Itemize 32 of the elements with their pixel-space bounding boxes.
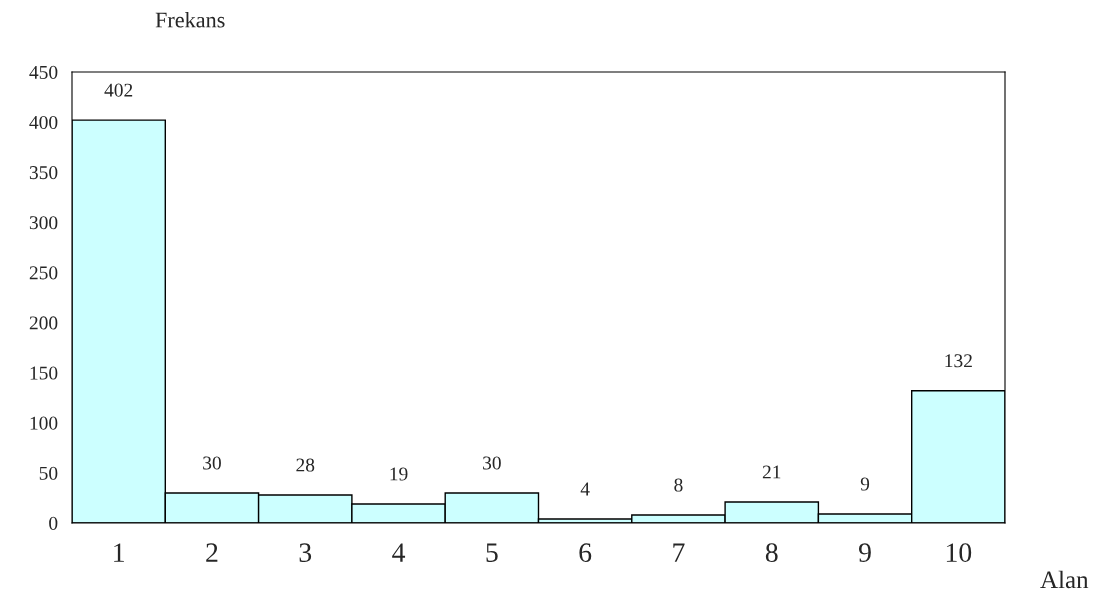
- y-tick-label: 100: [30, 416, 58, 430]
- data-label: 30: [483, 456, 501, 470]
- x-tick-label: 2: [206, 543, 218, 562]
- y-tick-label: 400: [29, 115, 58, 130]
- y-tick-label: 150: [30, 366, 58, 380]
- y-tick-label: 300: [29, 216, 58, 230]
- y-tick-label: 50: [39, 466, 58, 480]
- y-tick-label: 200: [29, 316, 58, 330]
- y-tick-label: 450: [29, 65, 58, 79]
- x-tick-label: 10: [946, 543, 972, 562]
- data-label: 19: [390, 467, 408, 481]
- x-tick-label: 5: [486, 543, 498, 562]
- x-tick-label: 7: [673, 543, 685, 562]
- data-label: 4: [580, 482, 590, 496]
- data-label: 30: [203, 456, 221, 470]
- y-tick-label: 350: [29, 166, 58, 180]
- x-tick-label: 4: [392, 543, 406, 562]
- x-tick-label: 9: [859, 543, 871, 562]
- data-label: 132: [945, 354, 972, 368]
- data-label: 21: [762, 465, 781, 479]
- x-tick-label: 1: [114, 543, 124, 562]
- x-tick-label: 6: [579, 543, 592, 562]
- y-tick-label: 250: [29, 266, 58, 280]
- data-label: 28: [296, 458, 315, 472]
- x-tick-label: 3: [299, 543, 312, 562]
- y-axis-title: Frekans: [155, 11, 225, 28]
- y-tick-label: 0: [49, 516, 58, 530]
- x-tick-label: 8: [765, 543, 778, 562]
- x-axis-title: Alan: [1040, 570, 1089, 589]
- data-label: 9: [860, 477, 870, 491]
- data-label: 8: [674, 478, 683, 492]
- data-label: 402: [104, 83, 133, 97]
